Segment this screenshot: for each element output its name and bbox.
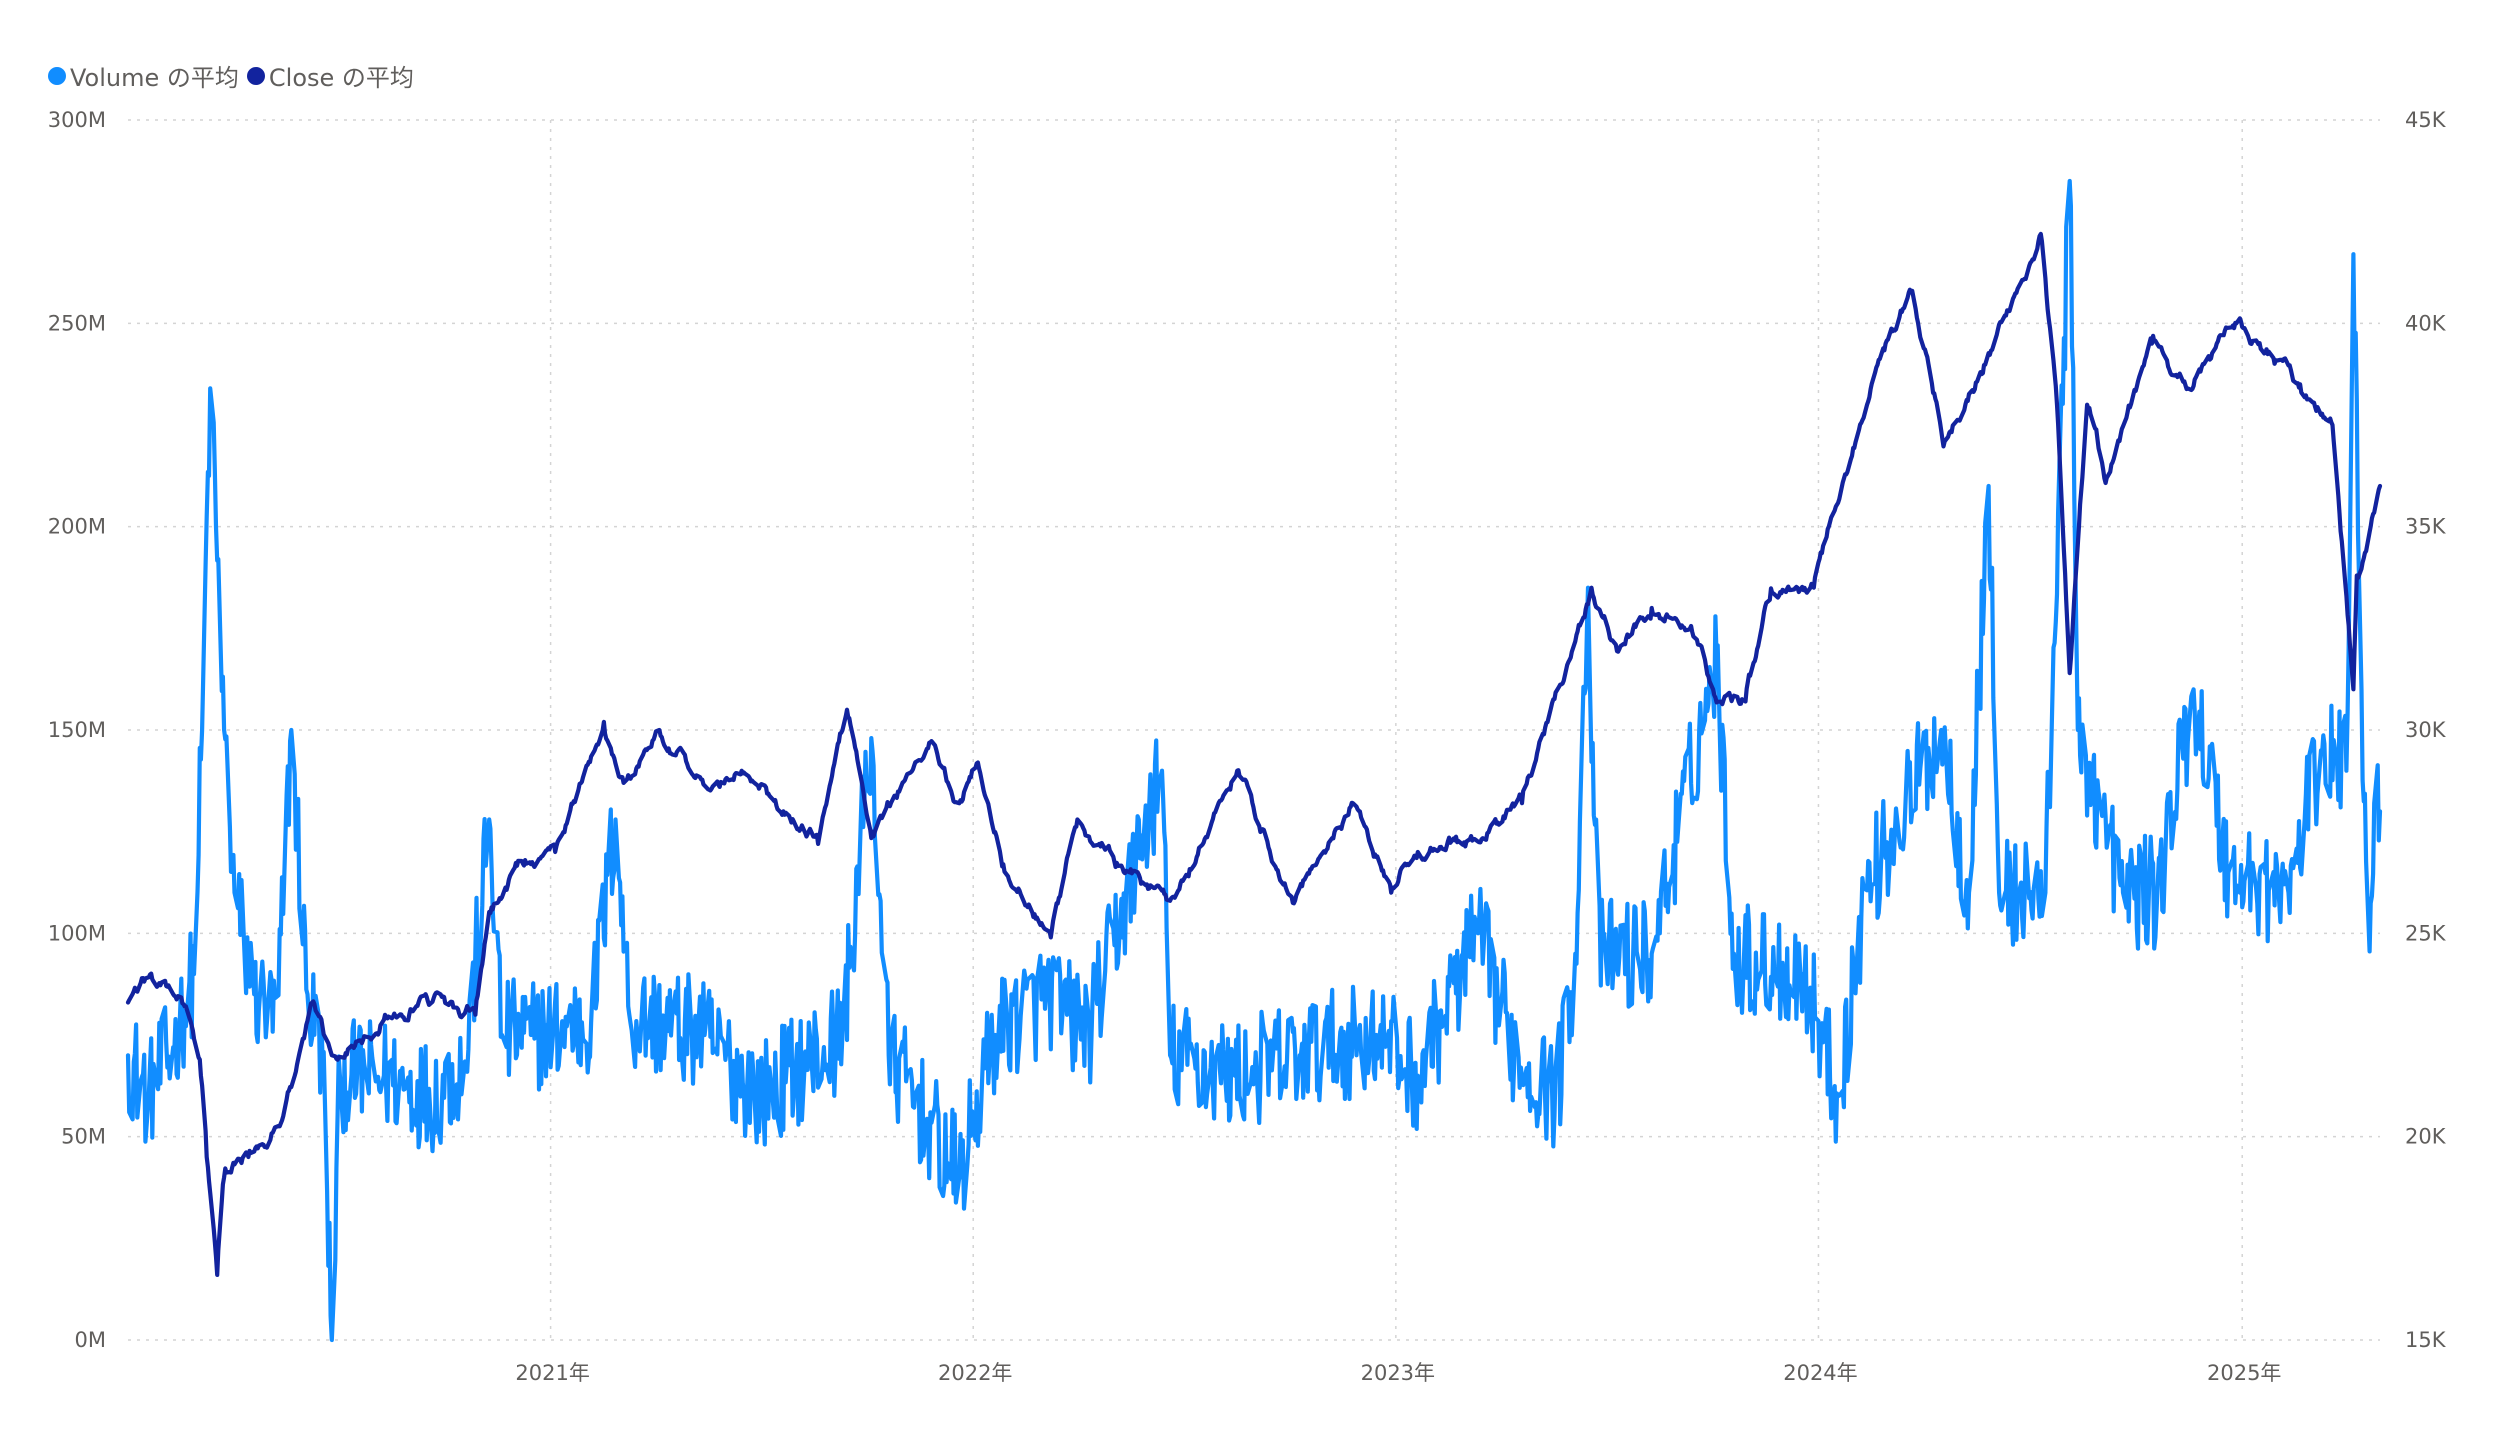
grid-layer	[128, 119, 2380, 1341]
series-line-close[interactable]	[125, 231, 2383, 1277]
legend-item-close[interactable]: Close の平均	[246, 58, 414, 93]
y-right-tick-label: 25K	[2405, 921, 2447, 945]
x-tick-label: 2024年	[1783, 1361, 1857, 1385]
y-left-tick-label: 100M	[48, 921, 106, 945]
x-tick-label: 2021年	[515, 1361, 589, 1385]
legend-item-volume[interactable]: Volume の平均	[48, 58, 239, 93]
y-left-tick-label: 150M	[48, 718, 106, 742]
y-left-tick-label: 0M	[75, 1328, 106, 1352]
y-right-tick-label: 45K	[2405, 108, 2447, 132]
x-tick-label: 2022年	[938, 1361, 1012, 1385]
y-right-tick-label: 40K	[2405, 311, 2447, 335]
legend-marker-close	[246, 66, 265, 85]
y-left-tick-label: 250M	[48, 311, 106, 335]
series-line-volume[interactable]	[125, 178, 2383, 1343]
y-right-tick-label: 15K	[2405, 1328, 2447, 1352]
series-layer	[125, 178, 2383, 1343]
legend-marker-volume	[48, 66, 66, 85]
x-tick-label: 2025年	[2207, 1361, 2281, 1385]
y-right-tick-label: 30K	[2405, 718, 2447, 742]
axis-layer: 0M 50M 100M 150M 200M 250M 300M 15K 20K 25K 30K 35K…	[48, 108, 2447, 1385]
chart-legend: Volume の平均 Close の平均	[48, 58, 422, 93]
y-right-tick-label: 35K	[2405, 515, 2447, 539]
y-left-tick-label: 50M	[61, 1125, 106, 1149]
legend-label-close: Close の平均	[268, 64, 414, 92]
y-right-tick-label: 20K	[2405, 1125, 2447, 1149]
legend-label-volume: Volume の平均	[70, 64, 239, 92]
y-left-tick-label: 300M	[48, 108, 106, 132]
x-tick-label: 2023年	[1361, 1361, 1435, 1385]
y-left-tick-label: 200M	[48, 515, 106, 539]
